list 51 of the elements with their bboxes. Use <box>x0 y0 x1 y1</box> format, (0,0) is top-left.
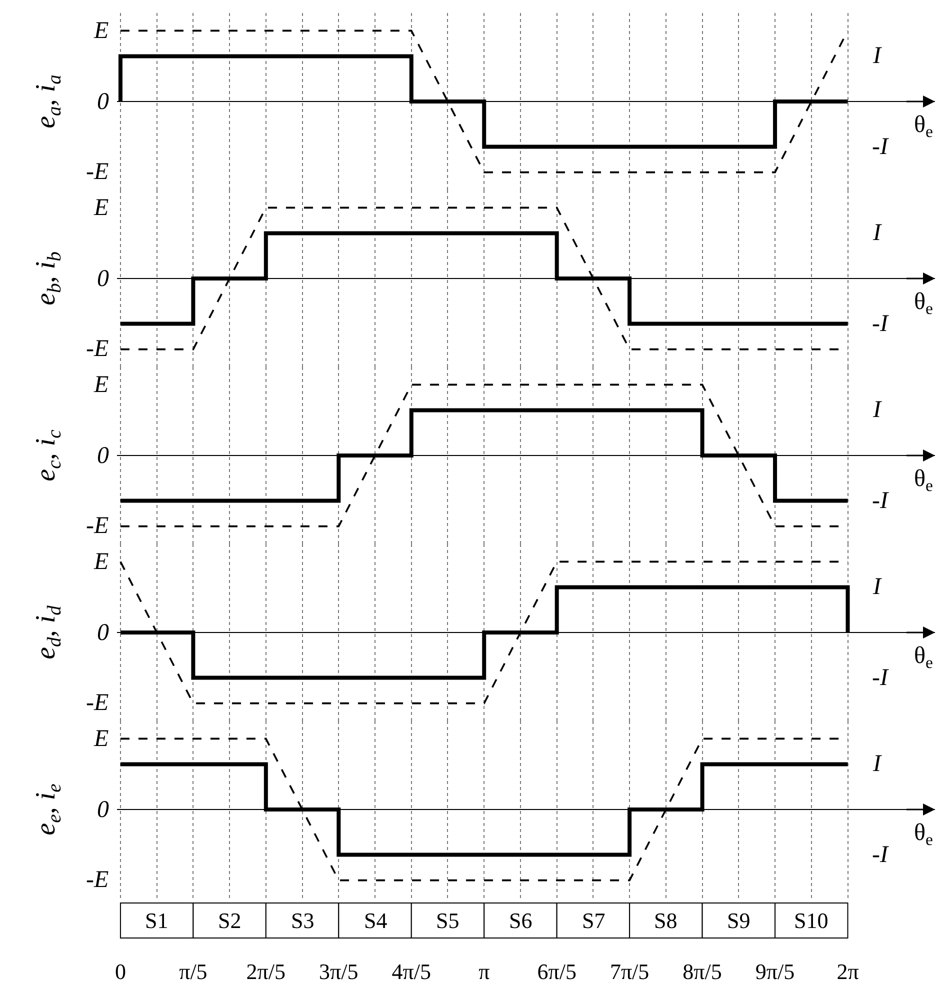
text: E <box>93 18 109 44</box>
text: S6 <box>509 908 532 933</box>
text: E <box>93 372 109 398</box>
x-axis-title: θ$_{e}$ <box>914 289 933 318</box>
text: S1 <box>145 908 168 933</box>
text: S10 <box>794 908 828 933</box>
annotation: I <box>872 751 882 777</box>
x-tick-label: π/5 <box>179 959 208 981</box>
annotation: -I <box>872 134 889 160</box>
x-tick-label: 8π/5 <box>682 959 722 981</box>
x-tick-label: 9π/5 <box>755 959 795 981</box>
text: S8 <box>654 908 678 933</box>
annotation: -I <box>872 842 889 868</box>
annotation: I <box>872 574 882 600</box>
annotation: I <box>872 43 882 69</box>
text: -E <box>86 159 109 185</box>
text: S3 <box>291 908 314 933</box>
x-tick-label: 0 <box>114 959 126 981</box>
x-axis-title: θ$_{e}$ <box>914 820 933 850</box>
text: E <box>93 195 109 221</box>
annotation: I <box>872 397 882 423</box>
text: S9 <box>727 908 750 933</box>
text: S2 <box>218 908 242 933</box>
text: 0 <box>97 620 109 646</box>
text: -E <box>86 336 109 362</box>
text: E <box>93 726 109 752</box>
x-tick-label: 2π <box>836 959 859 981</box>
x-axis-title: θ$_{e}$ <box>914 112 933 142</box>
annotation: I <box>872 220 882 246</box>
x-tick-label: 3π/5 <box>319 959 358 981</box>
x-axis-title: θ$_{e}$ <box>914 466 933 496</box>
text: S7 <box>582 908 606 933</box>
text: -E <box>86 690 109 716</box>
x-tick-label: 6π/5 <box>537 959 576 981</box>
x-tick-label: 7π/5 <box>610 959 650 981</box>
text: S4 <box>364 908 388 933</box>
text: E <box>93 549 109 575</box>
text: 0 <box>97 89 109 115</box>
text: 0 <box>97 797 109 823</box>
text: 0 <box>97 266 109 292</box>
annotation: -I <box>872 488 889 514</box>
text: S5 <box>436 908 460 933</box>
annotation: -I <box>872 311 889 337</box>
x-tick-label: 4π/5 <box>392 959 432 981</box>
x-tick-label: π <box>478 959 490 981</box>
annotation: -I <box>872 665 889 691</box>
x-axis-title: θ$_{e}$ <box>914 643 933 672</box>
text: -E <box>86 867 109 893</box>
text: 0 <box>97 443 109 469</box>
x-tick-label: 2π/5 <box>246 959 286 981</box>
text: -E <box>86 513 109 539</box>
